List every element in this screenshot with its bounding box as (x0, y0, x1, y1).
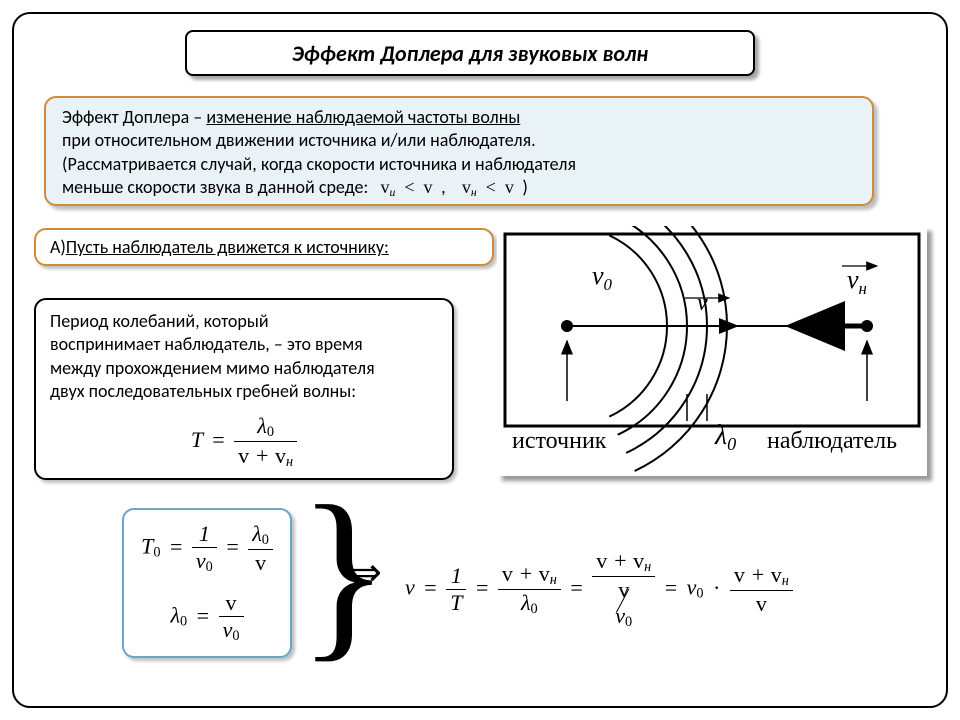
formula-T0: T0 = 1 ν0 = λ0 v (141, 521, 273, 576)
def-rest3: меньше скорости звука в данной среде: (62, 176, 368, 198)
formula-period: T = λ0 v + vн (50, 412, 438, 472)
def-lead: Эффект Доплера – (62, 106, 206, 128)
implies-icon: ⇒ (350, 550, 382, 595)
period-box: Период колебаний, который воспринимает н… (34, 298, 454, 480)
aux-formula-box: T0 = 1 ν0 = λ0 v λ0 = v ν0 (122, 508, 292, 658)
definition-box: Эффект Доплера – изменение наблюдаемой ч… (44, 96, 874, 206)
formula-lambda0: λ0 = v ν0 (170, 590, 243, 645)
svg-text:наблюдатель: наблюдатель (767, 428, 897, 454)
svg-text:vн: vн (847, 265, 867, 298)
period-l1: Период колебаний, который (50, 310, 438, 333)
svg-text:v: v (697, 290, 708, 316)
definition-line-1: Эффект Доплера – изменение наблюдаемой ч… (62, 106, 856, 129)
title-box: Эффект Доплера для звуковых волн (185, 30, 755, 76)
definition-line-4: меньше скорости звука в данной среде: vи… (62, 176, 856, 200)
period-l3: между прохождением мимо наблюдателя (50, 357, 438, 380)
case-a-label: A) (50, 236, 66, 258)
case-a-text: Пусть наблюдатель движется к источнику: (66, 236, 389, 258)
case-a-box: A) Пусть наблюдатель движется к источник… (34, 228, 494, 266)
svg-text:источник: источник (512, 428, 607, 454)
diagram-svg: ν0vvнисточникнаблюдательλ0 (497, 226, 927, 476)
svg-text:ν0: ν0 (592, 261, 613, 294)
page-title: Эффект Доплера для звуковых волн (292, 40, 648, 67)
wave-diagram: ν0vvнисточникнаблюдательλ0 (497, 226, 927, 476)
formula-final: ν = 1 T = v + vн λ0 = v + vн v ν0 = ν0 ·… (405, 548, 793, 631)
def-underlined: изменение наблюдаемой частоты волны (206, 106, 520, 128)
definition-line-3: (Рассматривается случай, когда скорости … (62, 153, 856, 176)
cond2: vн < v (462, 177, 518, 197)
period-l4: двух последовательных гребней волны: (50, 380, 438, 403)
period-l2: воспринимает наблюдатель, – это время (50, 333, 438, 356)
cond1: vи < v (381, 177, 438, 197)
definition-line-2: при относительном движении источника и/и… (62, 129, 856, 152)
